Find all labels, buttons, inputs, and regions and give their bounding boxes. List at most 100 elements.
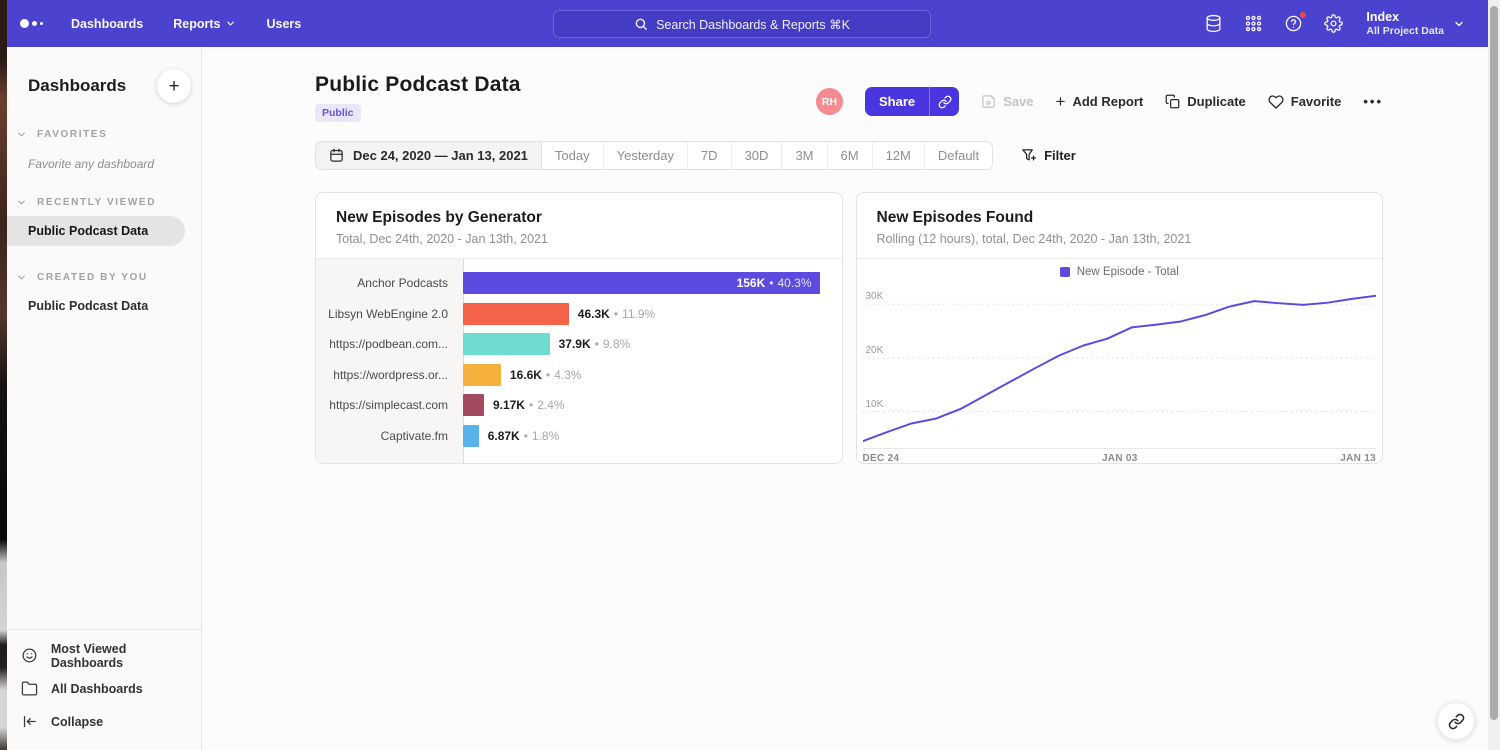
sidebar-item-public-podcast-data[interactable]: Public Podcast Data — [7, 216, 185, 246]
date-preset-3m[interactable]: 3M — [782, 142, 827, 169]
smile-icon — [21, 647, 38, 664]
settings-gear-button[interactable] — [1324, 14, 1343, 33]
y-axis-tick: 20K — [866, 345, 884, 356]
bar-value: 37.9K•9.8% — [559, 337, 631, 351]
sidebar-section-created-by-you: CREATED BY YOU Public Podcast Data — [7, 272, 201, 321]
create-dashboard-button[interactable]: + — [157, 69, 191, 103]
date-preset-12m[interactable]: 12M — [873, 142, 925, 169]
top-nav: Dashboards Reports Users Search Dashboards… — [0, 0, 1500, 47]
favorite-button[interactable]: Favorite — [1268, 94, 1342, 110]
date-range-button[interactable]: Dec 24, 2020 — Jan 13, 2021 — [316, 142, 542, 169]
section-label: RECENTLY VIEWED — [37, 197, 156, 208]
bar-track: 156K•40.3% — [463, 272, 820, 294]
main-content: Public Podcast Data Public RH Share Save… — [202, 47, 1488, 750]
nav-item-label: Users — [266, 17, 301, 31]
date-preset-30d[interactable]: 30D — [732, 142, 783, 169]
section-header-created-by-you[interactable]: CREATED BY YOU — [7, 272, 201, 283]
project-info: Index All Project Data — [1366, 10, 1444, 37]
chevron-down-icon — [16, 272, 27, 283]
favorite-label: Favorite — [1291, 94, 1342, 109]
duplicate-button[interactable]: Duplicate — [1165, 94, 1246, 109]
date-presets: TodayYesterday7D30D3M6M12MDefault — [542, 142, 992, 169]
sidebar-footer-collapse[interactable]: Collapse — [7, 705, 201, 738]
x-axis-labels: DEC 24 JAN 03 JAN 13 — [863, 453, 1377, 464]
link-icon — [938, 95, 952, 109]
plus-icon: + — [1056, 93, 1066, 110]
chevron-down-icon — [16, 129, 27, 140]
mixpanel-logo-icon[interactable] — [20, 19, 43, 28]
x-axis-tick: DEC 24 — [863, 453, 900, 464]
folder-icon — [21, 680, 38, 697]
line-chart-canvas — [863, 285, 1377, 448]
page-scrollbar[interactable] — [1488, 0, 1500, 750]
bar-track: 37.9K•9.8% — [463, 333, 820, 355]
date-preset-today[interactable]: Today — [542, 142, 604, 169]
y-axis-tick: 10K — [866, 399, 884, 410]
x-axis-tick: JAN 13 — [1340, 453, 1376, 464]
bar-segment[interactable] — [463, 425, 479, 447]
nav-right: Index All Project Data — [1204, 0, 1465, 47]
section-header-favorites[interactable]: FAVORITES — [7, 129, 201, 140]
date-range-label: Dec 24, 2020 — Jan 13, 2021 — [353, 148, 528, 163]
add-report-button[interactable]: + Add Report — [1056, 93, 1144, 110]
nav-item-dashboards[interactable]: Dashboards — [71, 17, 143, 31]
date-preset-yesterday[interactable]: Yesterday — [604, 142, 688, 169]
share-button[interactable]: Share — [865, 87, 929, 116]
bar-row-captivate-fm: Captivate.fm6.87K•1.8% — [316, 421, 842, 452]
line-card-header: New Episodes Found Rolling (12 hours), t… — [857, 193, 1383, 259]
heart-icon — [1268, 94, 1284, 110]
bar-chart-rows: Anchor Podcasts156K•40.3%Libsyn WebEngin… — [316, 268, 842, 451]
sidebar-item-public-podcast-data[interactable]: Public Podcast Data — [7, 291, 185, 321]
project-subtitle: All Project Data — [1366, 25, 1444, 37]
bar-category-label: Anchor Podcasts — [316, 276, 463, 290]
data-management-icon — [1204, 14, 1223, 33]
nav-item-users[interactable]: Users — [266, 17, 301, 31]
search-input[interactable]: Search Dashboards & Reports ⌘K — [553, 10, 931, 38]
avatar[interactable]: RH — [816, 88, 843, 115]
sidebar-footer-most-viewed-dashboards[interactable]: Most Viewed Dashboards — [7, 639, 201, 672]
apps-grid-button[interactable] — [1244, 14, 1263, 33]
bar-row-https-wordpress-or: https://wordpress.or...16.6K•4.3% — [316, 360, 842, 391]
sidebar-footer-all-dashboards[interactable]: All Dashboards — [7, 672, 201, 705]
chart-legend-item[interactable]: New Episode - Total — [857, 259, 1383, 285]
sidebar: Dashboards + FAVORITESFavorite any dashb… — [0, 47, 202, 750]
bar-segment[interactable] — [463, 303, 569, 325]
bar-track: 46.3K•11.9% — [463, 303, 820, 325]
date-preset-default[interactable]: Default — [925, 142, 992, 169]
x-axis-tick: JAN 03 — [1102, 453, 1138, 464]
date-preset-6m[interactable]: 6M — [828, 142, 873, 169]
more-menu-button[interactable]: ••• — [1363, 94, 1383, 109]
link-icon — [1448, 713, 1465, 730]
filter-icon — [1021, 148, 1036, 163]
notification-badge — [1299, 11, 1307, 19]
bar-row-https-podbean-com: https://podbean.com...37.9K•9.8% — [316, 329, 842, 360]
share-split-button: Share — [865, 87, 959, 116]
section-header-recently-viewed[interactable]: RECENTLY VIEWED — [7, 197, 201, 208]
bar-segment[interactable]: 156K•40.3% — [463, 272, 820, 294]
bar-segment[interactable] — [463, 333, 550, 355]
bar-row-anchor-podcasts: Anchor Podcasts156K•40.3% — [316, 268, 842, 299]
bar-segment[interactable] — [463, 364, 501, 386]
data-management-button[interactable] — [1204, 14, 1223, 33]
line-chart-card: New Episodes Found Rolling (12 hours), t… — [856, 192, 1384, 464]
floating-link-button[interactable] — [1437, 702, 1475, 740]
bar-track: 9.17K•2.4% — [463, 394, 820, 416]
page-title: Public Podcast Data — [315, 73, 521, 97]
save-icon — [981, 94, 996, 109]
scrollbar-thumb[interactable] — [1490, 6, 1498, 720]
section-label: FAVORITES — [37, 129, 107, 140]
bar-segment[interactable] — [463, 394, 484, 416]
bar-track: 16.6K•4.3% — [463, 364, 820, 386]
save-label: Save — [1003, 94, 1033, 109]
nav-item-reports[interactable]: Reports — [173, 17, 236, 31]
y-axis-tick: 30K — [866, 291, 884, 302]
visibility-badge: Public — [315, 104, 361, 122]
filter-button[interactable]: Filter — [1021, 148, 1076, 163]
date-preset-7d[interactable]: 7D — [688, 142, 732, 169]
primary-nav: Dashboards Reports Users — [71, 17, 301, 31]
help-button[interactable] — [1284, 14, 1303, 33]
sidebar-footer: Most Viewed DashboardsAll DashboardsColl… — [7, 629, 201, 750]
project-switcher[interactable]: Index All Project Data — [1366, 10, 1465, 37]
copy-link-button[interactable] — [929, 87, 959, 116]
save-button[interactable]: Save — [981, 94, 1033, 109]
